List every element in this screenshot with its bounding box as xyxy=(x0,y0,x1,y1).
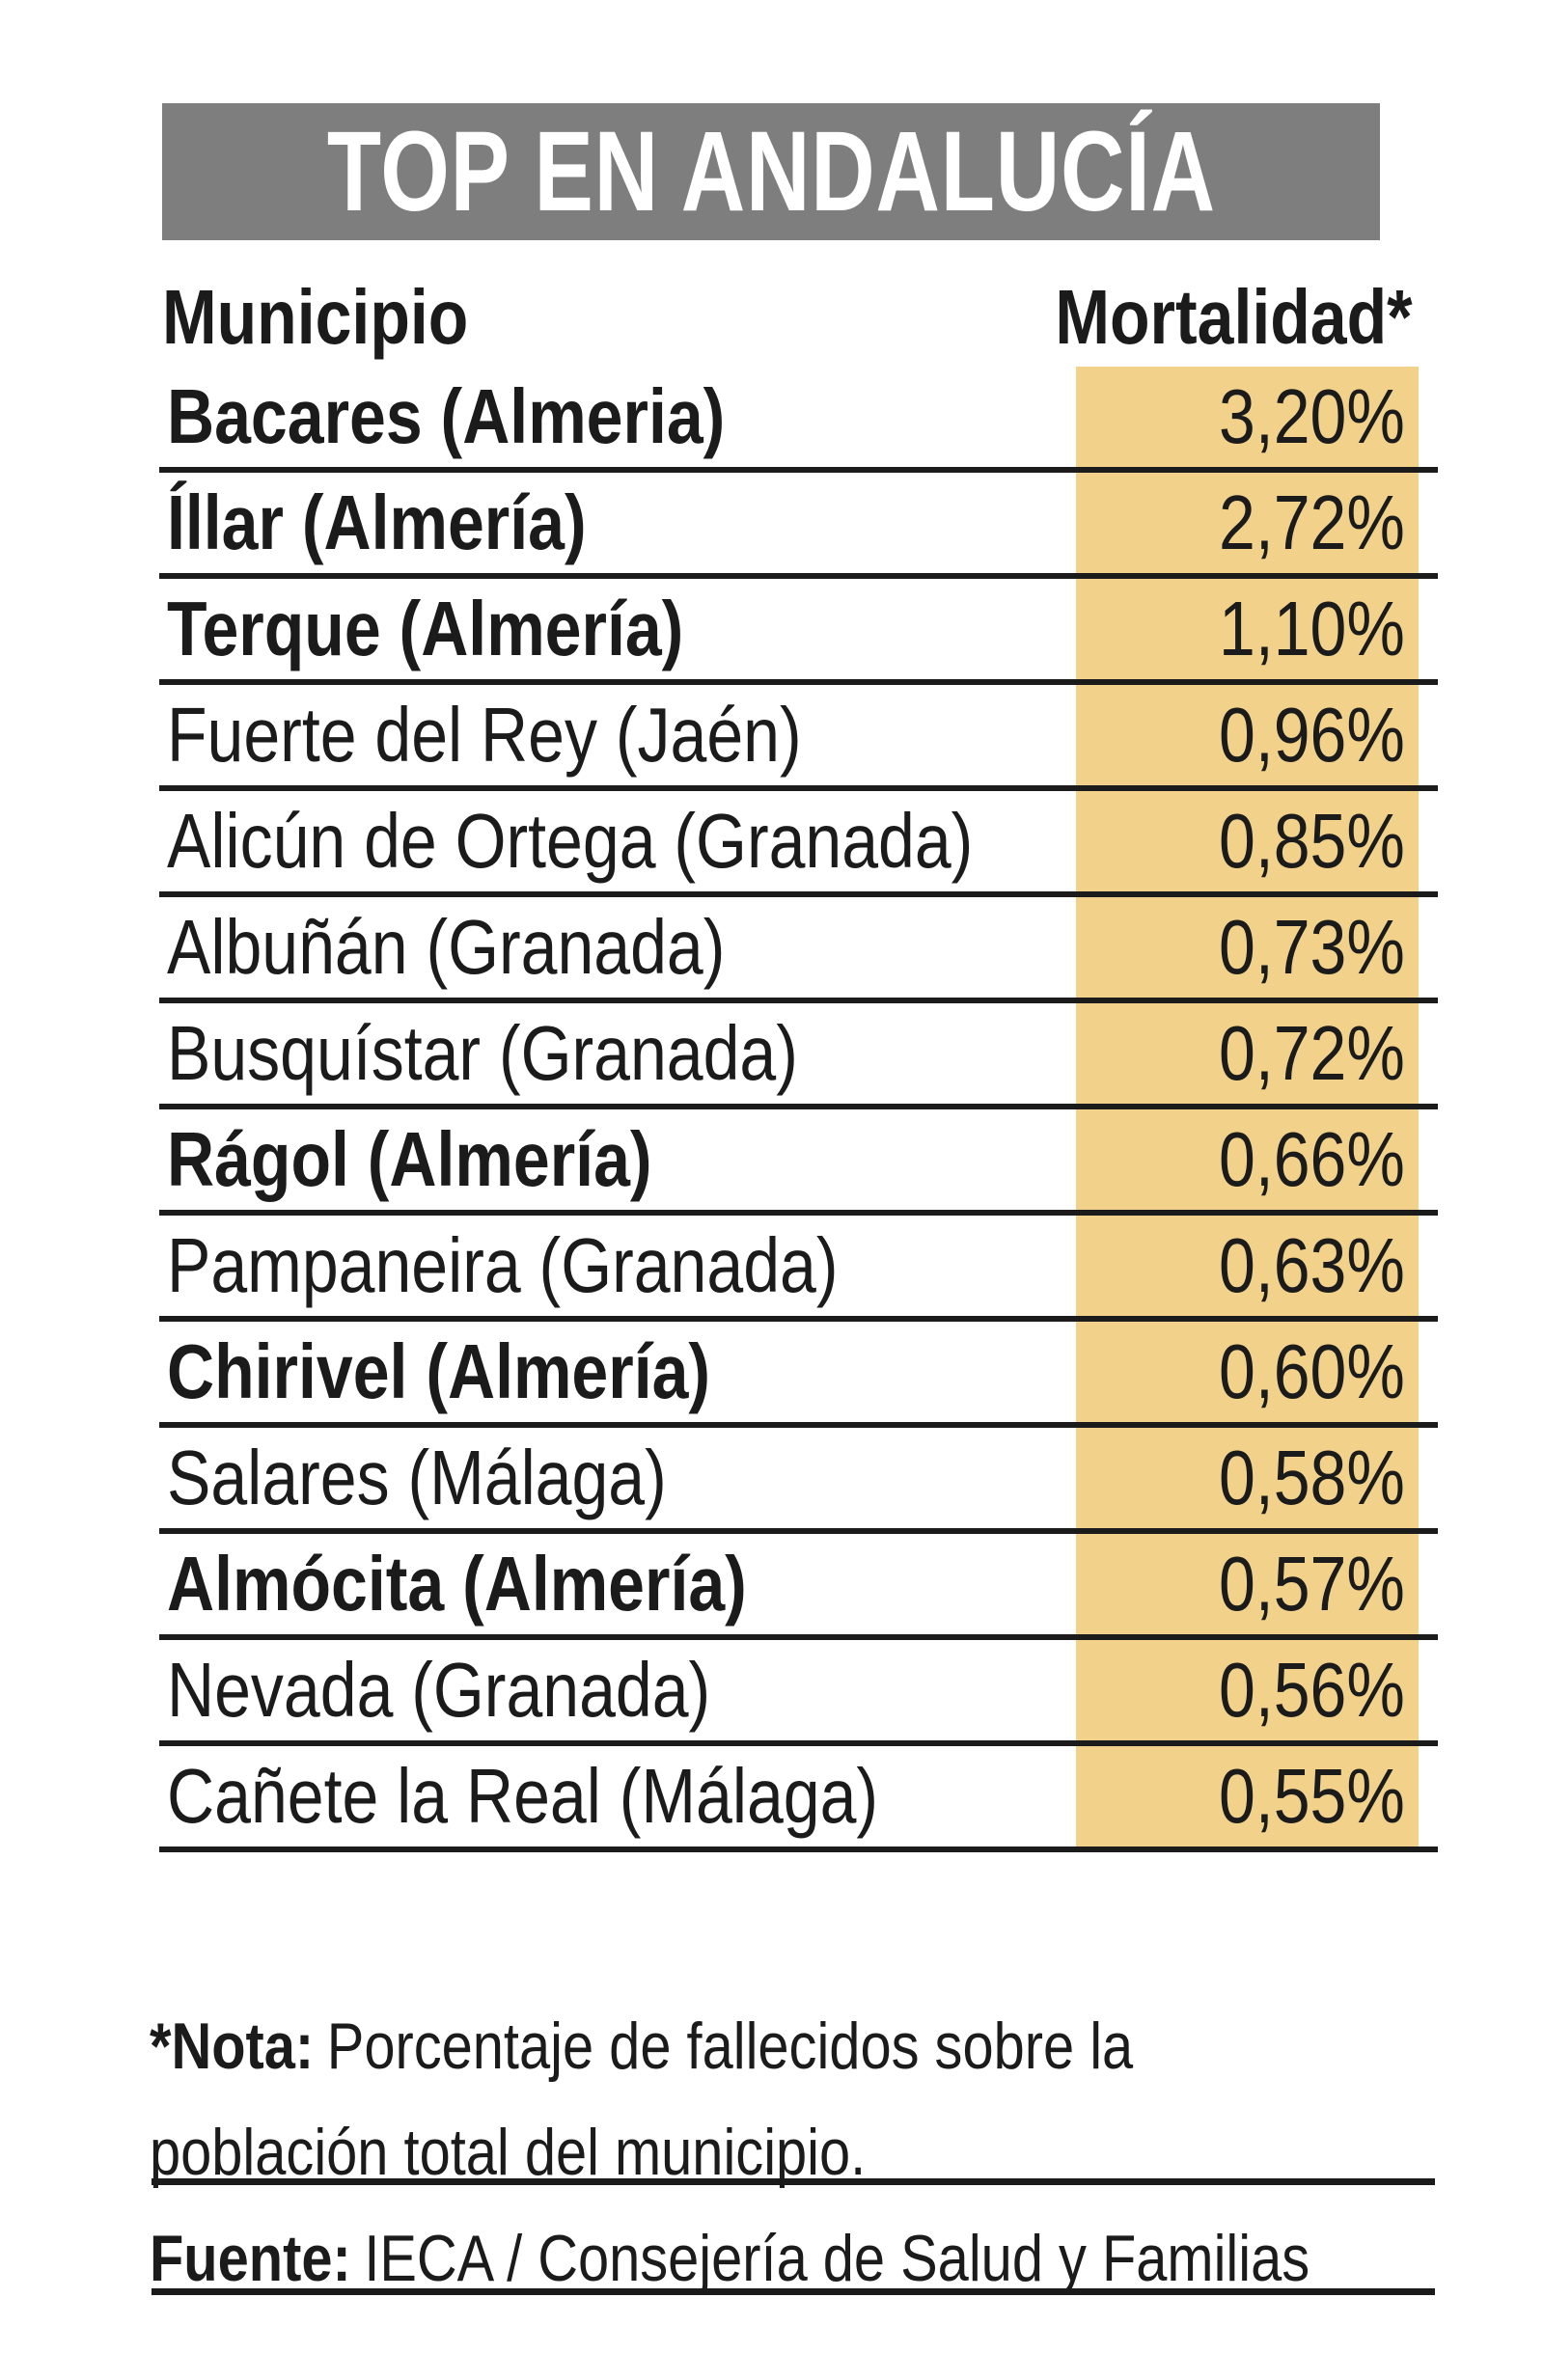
municipality-cell: Íllar (Almería) xyxy=(167,479,587,565)
table-row: Chirivel (Almería) 0,60% xyxy=(159,1322,1438,1428)
page-title: TOP EN ANDALUCÍA xyxy=(326,108,1216,235)
source-label: Fuente: xyxy=(150,2222,351,2295)
table-row: Terque (Almería) 1,10% xyxy=(159,579,1438,685)
mortality-cell: 0,63% xyxy=(1219,1222,1405,1308)
mortality-cell: 0,55% xyxy=(1219,1753,1405,1839)
mortality-cell: 0,66% xyxy=(1219,1116,1405,1202)
table-row: Busquístar (Granada) 0,72% xyxy=(159,1003,1438,1109)
source-underline xyxy=(152,2288,1435,2295)
note-underline xyxy=(152,2178,1435,2185)
table-row: Fuerte del Rey (Jaén) 0,96% xyxy=(159,685,1438,791)
column-header-row: Municipio Mortalidad* xyxy=(162,273,1413,362)
municipality-table: Bacares (Almeria) 3,20% Íllar (Almería) 2,7… xyxy=(159,367,1438,1852)
table-row: Salares (Málaga) 0,58% xyxy=(159,1428,1438,1534)
municipality-cell: Almócita (Almería) xyxy=(167,1541,747,1627)
mortality-cell: 2,72% xyxy=(1219,479,1405,565)
municipality-cell: Albuñán (Granada) xyxy=(167,904,726,990)
source-text: IECA / Consejería de Salud y Familias xyxy=(364,2222,1310,2295)
note-text-1: Porcentaje de fallecidos sobre la xyxy=(326,2010,1134,2083)
municipality-cell: Chirivel (Almería) xyxy=(167,1328,711,1414)
table-row: Nevada (Granada) 0,56% xyxy=(159,1640,1438,1746)
municipality-cell: Fuerte del Rey (Jaén) xyxy=(167,692,802,778)
mortality-cell: 3,20% xyxy=(1219,373,1405,459)
mortality-cell: 0,73% xyxy=(1219,904,1405,990)
table-row: Albuñán (Granada) 0,73% xyxy=(159,897,1438,1003)
table-row: Pampaneira (Granada) 0,63% xyxy=(159,1216,1438,1322)
municipality-cell: Salares (Málaga) xyxy=(167,1435,667,1520)
municipality-cell: Cañete la Real (Málaga) xyxy=(167,1753,879,1839)
municipality-cell: Rágol (Almería) xyxy=(167,1116,652,1202)
source-line: Fuente: IECA / Consejería de Salud y Fami… xyxy=(150,2221,1310,2296)
municipality-cell: Pampaneira (Granada) xyxy=(167,1222,839,1308)
table-row: Cañete la Real (Málaga) 0,55% xyxy=(159,1746,1438,1852)
note-label: *Nota: xyxy=(150,2010,315,2083)
mortality-highlight-column xyxy=(1076,367,1419,1852)
municipality-cell: Terque (Almería) xyxy=(167,586,684,671)
mortality-cell: 1,10% xyxy=(1219,586,1405,671)
municipality-cell: Nevada (Granada) xyxy=(167,1647,711,1733)
note-line-2: población total del municipio. xyxy=(150,2115,866,2190)
column-header-mortality: Mortalidad* xyxy=(1055,274,1413,360)
municipality-cell: Alicún de Ortega (Granada) xyxy=(167,798,974,884)
mortality-cell: 0,58% xyxy=(1219,1435,1405,1520)
mortality-cell: 0,60% xyxy=(1219,1328,1405,1414)
note-text-2: población total del municipio. xyxy=(150,2116,867,2189)
municipality-cell: Bacares (Almeria) xyxy=(167,373,726,459)
mortality-cell: 0,96% xyxy=(1219,692,1405,778)
table-row: Bacares (Almeria) 3,20% xyxy=(159,367,1438,473)
mortality-cell: 0,72% xyxy=(1219,1010,1405,1096)
table-row: Íllar (Almería) 2,72% xyxy=(159,473,1438,579)
municipality-cell: Busquístar (Granada) xyxy=(167,1010,798,1096)
mortality-cell: 0,85% xyxy=(1219,798,1405,884)
table-row: Alicún de Ortega (Granada) 0,85% xyxy=(159,791,1438,897)
column-header-municipality: Municipio xyxy=(162,274,469,360)
mortality-cell: 0,57% xyxy=(1219,1541,1405,1627)
title-bar: TOP EN ANDALUCÍA xyxy=(162,103,1380,240)
table-row: Rágol (Almería) 0,66% xyxy=(159,1109,1438,1216)
note-line-1: *Nota: Porcentaje de fallecidos sobre la xyxy=(150,2009,1133,2084)
mortality-cell: 0,56% xyxy=(1219,1647,1405,1733)
table-row: Almócita (Almería) 0,57% xyxy=(159,1534,1438,1640)
